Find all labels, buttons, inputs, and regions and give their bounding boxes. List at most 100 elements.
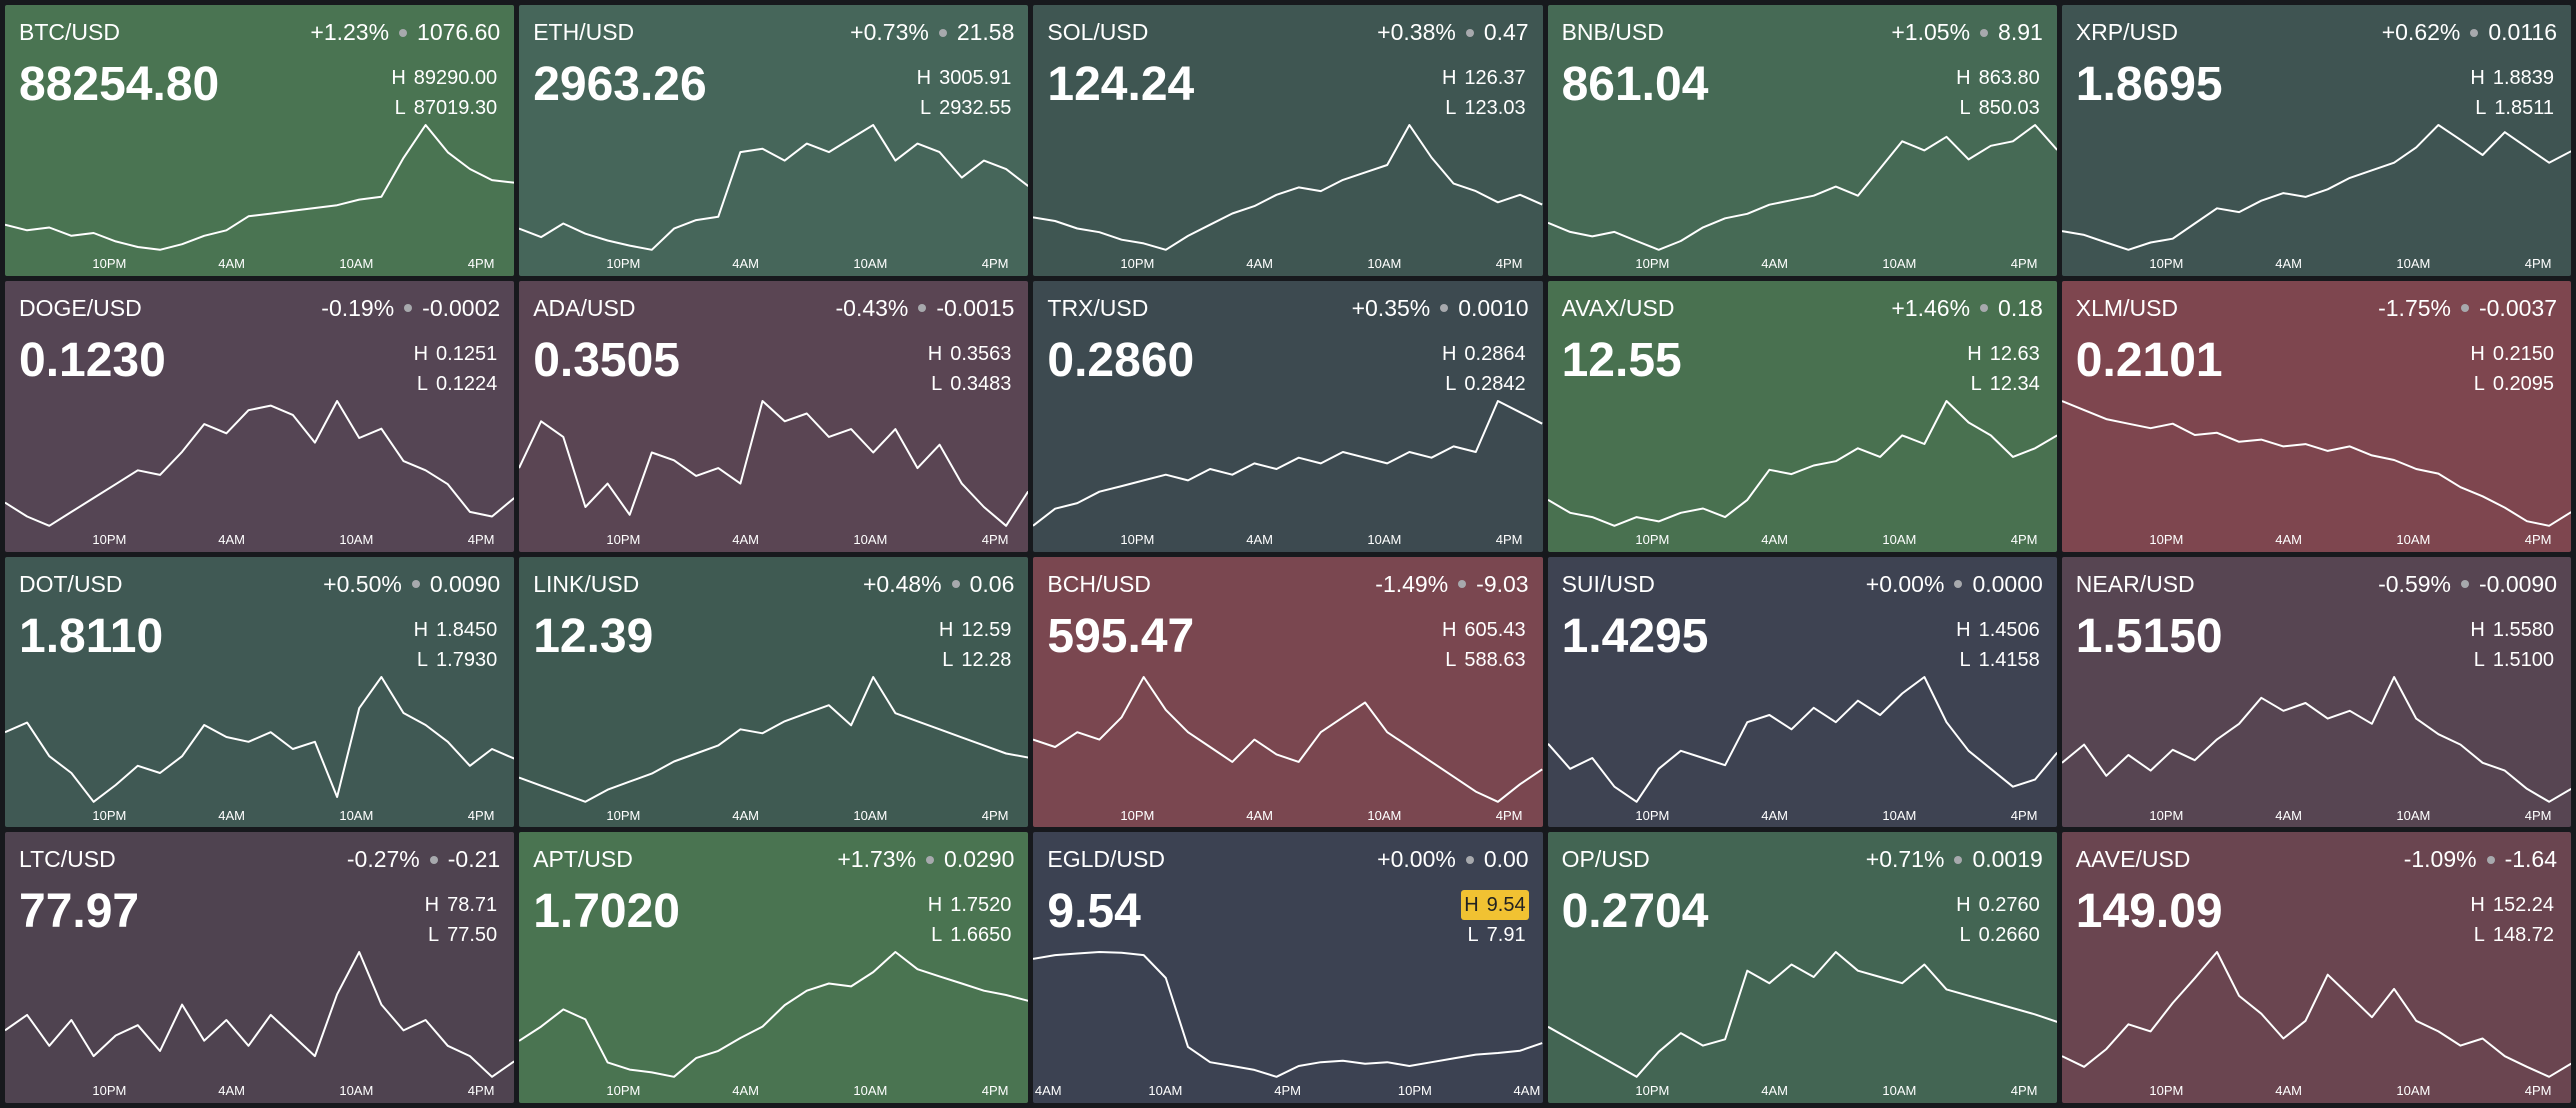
time-label: 4AM [2275,256,2302,271]
high-value: 78.71 [447,894,498,917]
sparkline-chart: 10PM 4AM 10AM 4PM [5,399,515,547]
change-amount: -0.21 [447,846,501,873]
low-value: 12.28 [961,648,1012,671]
low-label: L [2473,372,2485,395]
time-label: 4PM [982,807,1009,822]
pair-name: XLM/USD [2075,294,2179,321]
change-amount: 0.0010 [1458,294,1529,321]
high-low: H 0.3563 L 0.3483 [925,339,1015,399]
time-label: 4AM [1247,532,1274,547]
low-value: 2932.55 [939,97,1012,119]
low-value: 0.2842 [1464,372,1526,395]
time-label: 10PM [607,1083,641,1098]
change-amount: 0.0019 [1972,846,2043,873]
sparkline-chart: 10PM 4AM 10AM 4PM [1547,675,2057,822]
time-label: 4AM [732,1083,759,1098]
time-label: 4AM [1761,1083,1788,1098]
time-label: 4AM [1035,1083,1062,1098]
time-label: 10AM [1882,1083,1916,1098]
time-label: 4AM [1761,807,1788,822]
time-label: 10AM [854,807,888,822]
price: 149.09 [2075,885,2223,939]
change: +0.38% 0.47 [1377,19,1528,46]
high-low: H 126.37 L 123.03 [1439,63,1529,123]
time-label: 10PM [1398,1083,1432,1098]
pair-name: EGLD/USD [1047,846,1165,873]
high-low: H 0.2760 L 0.2660 [1953,890,2043,950]
change-percent: +0.00% [1865,570,1945,597]
low-value: 1.4158 [1978,648,2040,671]
price-line [1033,124,1543,251]
price: 595.47 [1047,609,1195,663]
high-row: H 0.2150 [2467,339,2557,369]
time-label: 4PM [982,256,1009,271]
change-amount: 1076.60 [417,19,501,45]
high-label: H [1967,342,1982,365]
change-amount: -0.0090 [2478,570,2557,597]
pair-name: ETH/USD [533,19,635,45]
high-value: 0.2760 [1978,894,2040,917]
price: 0.3505 [533,333,680,387]
time-label: 10AM [1368,807,1402,822]
high-row: H 605.43 [1439,615,1529,645]
change-percent: -1.09% [2403,846,2477,873]
time-label: 10AM [339,807,373,822]
ticker-tile: DOT/USD +0.50% 0.0090 1.8110 H 1.8450 L 1.7930 1… [5,556,515,828]
change: +1.46% 0.18 [1891,295,2042,322]
low-label: L [919,97,932,119]
low-label: L [1445,648,1457,671]
price-line [519,124,1029,251]
separator-dot [1954,855,1963,864]
high-row: H 9.54 [1461,890,1529,921]
time-label: 10AM [854,256,888,271]
time-label: 4PM [1496,807,1523,822]
high-label: H [413,342,429,365]
ticker-tile: LINK/USD +0.48% 0.06 12.39 H 12.59 L 12.28 10PM 4… [519,556,1029,828]
high-label: H [2470,618,2485,641]
time-label: 4PM [1496,532,1523,547]
change: +0.35% 0.0010 [1352,295,1529,322]
sparkline-chart: 10PM 4AM 10AM 4PM [519,124,1029,271]
time-label: 4PM [2010,532,2037,547]
change-percent: +0.73% [850,19,929,45]
change: -0.43% -0.0015 [836,295,1015,322]
price-line [1033,399,1543,527]
change: -1.75% -0.0037 [2378,295,2557,322]
change-amount: 8.91 [1998,19,2043,45]
high-low: H 1.8450 L 1.7930 [411,615,501,675]
change-amount: -0.0037 [2478,294,2557,321]
time-label: 10AM [854,1083,888,1098]
high-value: 0.3563 [950,342,1012,365]
high-label: H [2470,67,2485,89]
pair-name: APT/USD [533,846,633,873]
separator-dot [1980,28,1989,37]
high-value: 605.43 [1464,618,1526,641]
time-label: 4PM [2525,256,2552,271]
time-label: 4PM [2525,1083,2552,1098]
time-label: 4PM [2010,1083,2037,1098]
time-label: 10PM [1635,807,1669,822]
high-value: 1.7520 [950,894,1012,917]
high-row: H 1.8839 [2467,63,2557,93]
price-line [1547,951,2057,1079]
separator-dot [399,28,408,37]
price-line [5,951,515,1079]
high-row: H 12.63 [1964,339,2043,369]
price-line [519,675,1029,803]
ticker-tile: AAVE/USD -1.09% -1.64 149.09 H 152.24 L 148.72 1… [2061,832,2571,1103]
price: 124.24 [1047,58,1195,111]
low-row: L 148.72 [2467,920,2557,950]
time-label: 10PM [1121,807,1155,822]
pair-name: BTC/USD [19,19,120,45]
time-label: 4PM [468,807,495,822]
high-row: H 0.3563 [925,339,1015,369]
pair-name: NEAR/USD [2075,570,2195,597]
low-value: 77.50 [447,924,498,947]
high-row: H 78.71 [422,890,501,920]
high-label: H [391,67,406,89]
separator-dot [1458,580,1467,588]
change-percent: +1.05% [1891,19,1971,45]
ticker-tile: DOGE/USD -0.19% -0.0002 0.1230 H 0.1251 L 0.122… [5,280,515,552]
low-label: L [1959,648,1971,671]
time-label: 4PM [1275,1083,1302,1098]
